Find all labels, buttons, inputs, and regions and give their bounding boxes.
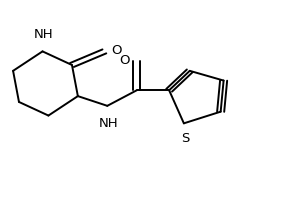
Text: NH: NH bbox=[99, 117, 118, 130]
Text: O: O bbox=[112, 44, 122, 57]
Text: S: S bbox=[181, 132, 190, 145]
Text: O: O bbox=[119, 54, 129, 67]
Text: NH: NH bbox=[34, 28, 54, 41]
